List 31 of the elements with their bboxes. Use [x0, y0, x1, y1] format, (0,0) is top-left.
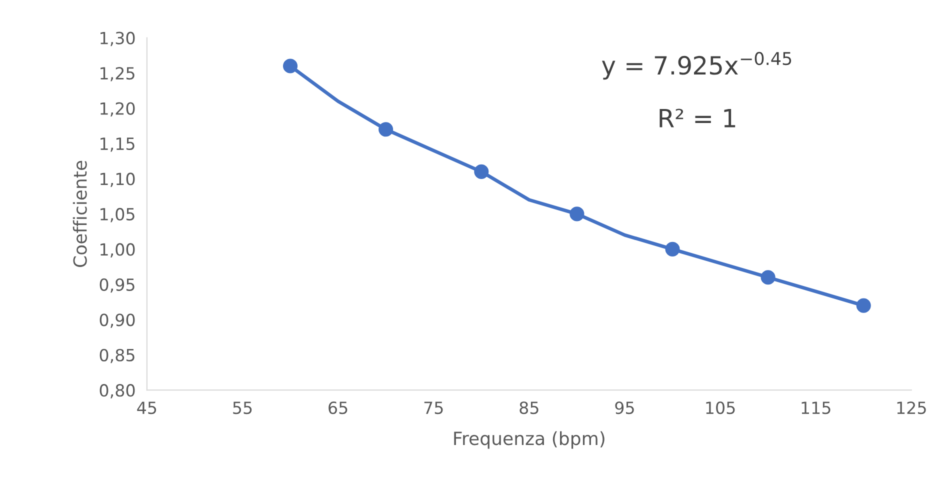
y-tick-label: 1,30 — [100, 32, 135, 46]
x-tick-label: 55 — [233, 402, 252, 414]
x-tick-label: 115 — [802, 402, 830, 414]
x-axis-title: Frequenza (bpm) — [454, 431, 604, 449]
y-tick-label: 1,10 — [100, 172, 135, 187]
point — [856, 298, 871, 313]
y-tick-label: 0,85 — [100, 348, 134, 364]
y-tick-label: 1,25 — [100, 66, 134, 82]
annotation: y = 7.925x$^{−0.45}$ — [602, 52, 792, 80]
y-tick-label: 1,05 — [100, 208, 134, 222]
x-tick-label: 45 — [137, 402, 156, 414]
x-tick-label: 95 — [615, 402, 634, 414]
y-tick-label: 0,95 — [100, 278, 134, 293]
y-tick-label: 1,15 — [100, 138, 134, 152]
annotation: R² = 1 — [660, 108, 736, 128]
y-tick-label: 1,20 — [100, 102, 135, 117]
x-tick-label: 75 — [424, 402, 443, 414]
point — [282, 58, 298, 74]
x-tick-label: 105 — [706, 402, 735, 414]
point — [760, 270, 776, 285]
x-tick-label: 85 — [520, 402, 538, 414]
point — [570, 206, 584, 222]
y-tick-label: 0,80 — [100, 384, 135, 398]
point — [665, 242, 680, 256]
point — [474, 164, 489, 179]
x-tick-label: 65 — [328, 402, 348, 414]
point — [378, 122, 394, 137]
y-tick-label: 1,00 — [100, 243, 135, 258]
y-axis-title: Coefficiente — [72, 160, 87, 268]
y-tick-label: 0,90 — [100, 314, 135, 328]
x-tick-label: 125 — [897, 402, 926, 414]
